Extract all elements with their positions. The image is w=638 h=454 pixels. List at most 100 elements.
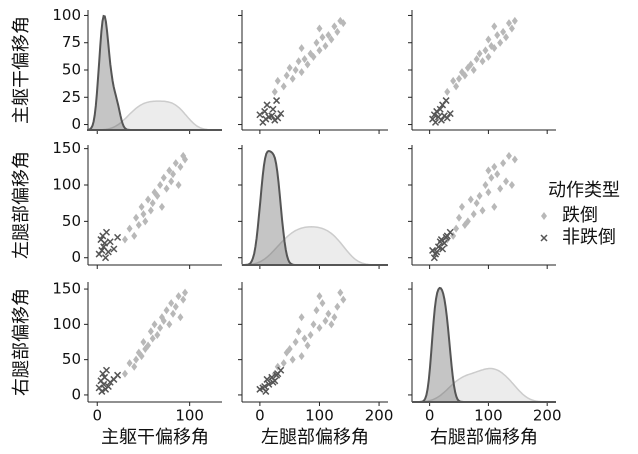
point (157, 181, 164, 189)
point (163, 306, 170, 315)
point (476, 49, 483, 58)
point (101, 373, 109, 381)
point (316, 24, 323, 33)
point (298, 44, 305, 53)
point (479, 57, 486, 66)
point (429, 115, 437, 123)
point (511, 155, 518, 164)
point (289, 355, 296, 364)
point (439, 245, 447, 253)
point (328, 35, 335, 44)
point (102, 366, 111, 374)
point (163, 184, 170, 193)
point (482, 46, 489, 55)
point (508, 181, 515, 189)
point (316, 46, 323, 55)
point (491, 22, 498, 31)
point (470, 210, 477, 219)
x-tick-label: 0 (255, 407, 265, 425)
point (301, 334, 308, 343)
point (168, 299, 175, 308)
point (177, 162, 184, 171)
point (442, 97, 450, 105)
point (145, 195, 152, 204)
y-tick-label: 75 (62, 33, 81, 51)
point (442, 233, 450, 241)
point (458, 202, 465, 211)
point (166, 166, 173, 175)
point (102, 254, 110, 262)
y-tick-label: 150 (52, 280, 81, 298)
point (337, 16, 344, 25)
point (304, 60, 311, 69)
point (274, 114, 282, 122)
legend-label: 跌倒 (562, 205, 598, 226)
point (182, 155, 189, 164)
point (268, 112, 276, 120)
y-tick-label: 50 (62, 350, 81, 368)
x-axis-label: 主躯干偏移角 (101, 427, 209, 448)
point (177, 313, 184, 322)
point (497, 184, 504, 193)
point (429, 246, 437, 254)
point (298, 313, 305, 322)
point (482, 181, 489, 189)
point (147, 206, 154, 215)
point (104, 248, 112, 256)
point (110, 245, 118, 253)
point (485, 35, 492, 44)
point (168, 177, 175, 186)
point (337, 288, 344, 297)
point (440, 239, 448, 247)
point (485, 166, 492, 175)
y-axis-label: 主躯干偏移角 (11, 16, 32, 124)
point (433, 248, 441, 256)
point (479, 206, 486, 215)
y-tick-label: 100 (52, 6, 81, 24)
point (304, 341, 311, 350)
point (121, 235, 128, 244)
point (319, 299, 326, 308)
point (319, 33, 326, 42)
point (434, 243, 442, 251)
legend-title: 动作类型 (548, 180, 620, 201)
kde-area (241, 226, 388, 266)
point (286, 63, 293, 72)
point (295, 327, 302, 336)
y-axis-label: 右腿部偏移角 (11, 288, 32, 396)
point (149, 334, 156, 343)
point (133, 355, 140, 364)
point (114, 371, 122, 379)
kde-area (412, 367, 556, 403)
point (316, 292, 323, 301)
point (102, 228, 111, 236)
point (331, 22, 338, 31)
x-tick-label: 0 (425, 407, 435, 425)
x-tick-label: 100 (175, 407, 204, 425)
point (140, 338, 147, 346)
point (310, 320, 317, 329)
legend-label: 非跌倒 (562, 227, 616, 248)
x-tick-label: 200 (533, 407, 562, 425)
point (473, 199, 480, 208)
point (467, 195, 474, 204)
point (433, 107, 441, 115)
point (100, 380, 108, 388)
point (98, 246, 106, 254)
point (446, 110, 454, 118)
y-tick-label: 0 (71, 385, 81, 403)
y-tick-label: 0 (71, 248, 81, 266)
point (488, 173, 495, 182)
point (430, 254, 438, 262)
point (464, 217, 471, 226)
point (476, 191, 483, 200)
point (456, 74, 463, 83)
point (280, 82, 287, 91)
point (182, 288, 189, 297)
kde-area (242, 149, 388, 266)
y-tick-label: 100 (52, 176, 81, 194)
point (106, 238, 114, 246)
point (126, 359, 133, 368)
point (494, 31, 501, 40)
